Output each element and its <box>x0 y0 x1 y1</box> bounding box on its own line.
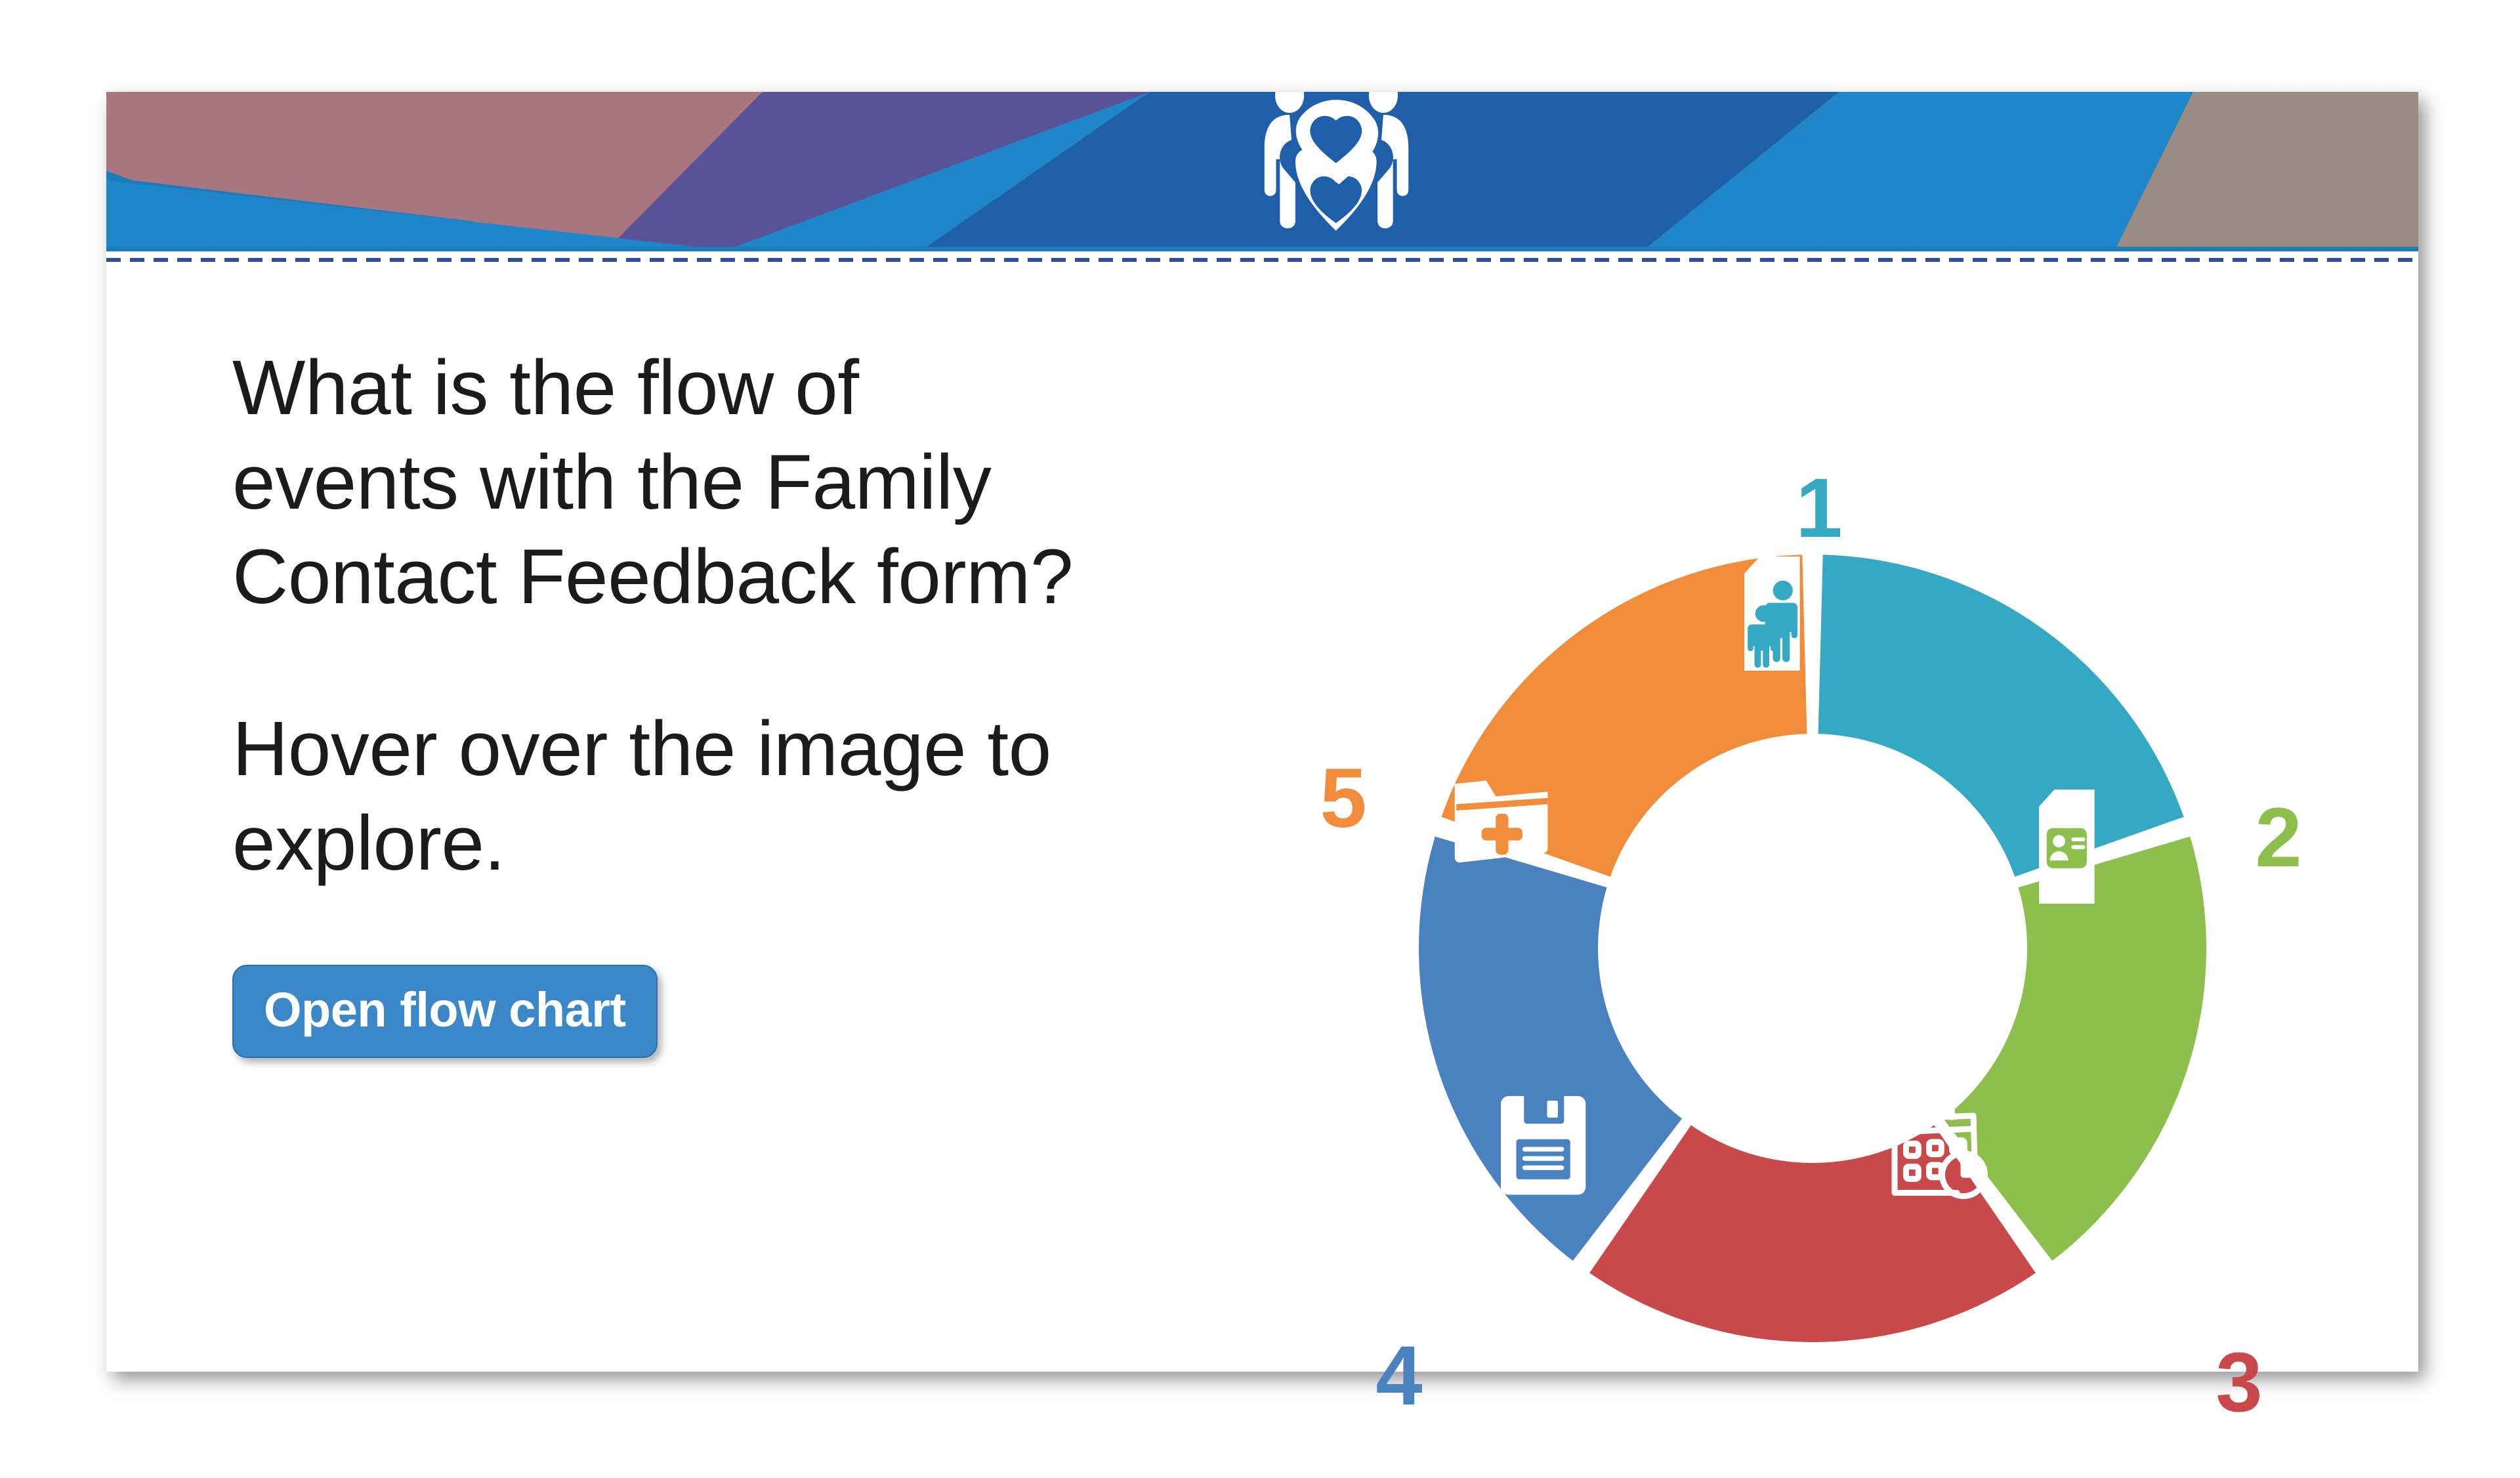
donut-segment-2[interactable] <box>1943 836 2206 1261</box>
donut-segment-4[interactable] <box>1419 836 1682 1261</box>
segment-number-5: 5 <box>1320 751 1366 845</box>
floppy-save-icon <box>1501 1096 1586 1195</box>
donut-segment-1[interactable] <box>1818 555 2184 877</box>
document-id-card-icon <box>2039 790 2095 904</box>
banner-bottom-rule <box>106 247 2418 251</box>
process-donut-chart: 1 2 3 4 5 <box>1274 459 2351 1431</box>
banner-lightblue-far-left <box>106 180 736 251</box>
banner-lightblue-right <box>1642 92 2193 251</box>
segment-number-3: 3 <box>2216 1336 2262 1429</box>
calendar-clock-icon <box>1891 1098 1988 1199</box>
banner-taupe-fill <box>2114 92 2418 251</box>
donut-svg: 1 2 3 4 5 <box>1320 461 2301 1429</box>
banner-geometry <box>106 92 2418 251</box>
open-flow-chart-button[interactable]: Open flow chart <box>232 964 658 1058</box>
folder-plus-icon <box>1454 780 1548 863</box>
donut-segment-3[interactable] <box>1589 1125 2036 1342</box>
instruction-text: Hover over the image to explore. <box>232 705 1051 887</box>
brand-banner: R.O.C.K. Mat-Su Raising Our Children wit… <box>106 92 2418 251</box>
intro-text-column: What is the flow of events with the Fami… <box>232 341 1151 1058</box>
document-family-icon <box>1744 557 1800 671</box>
content-card: R.O.C.K. Mat-Su Raising Our Children wit… <box>106 92 2418 1429</box>
segment-number-2: 2 <box>2255 791 2301 885</box>
cta-container: Open flow chart <box>232 964 1151 1058</box>
segment-number-1: 1 <box>1796 461 1842 555</box>
banner-purple-triangle-2 <box>605 92 1150 251</box>
page-title: What is the flow of events with the Fami… <box>232 345 1074 620</box>
banner-lightblue-left <box>723 92 1150 251</box>
dashed-divider <box>106 258 2418 262</box>
segment-number-4: 4 <box>1376 1329 1422 1423</box>
